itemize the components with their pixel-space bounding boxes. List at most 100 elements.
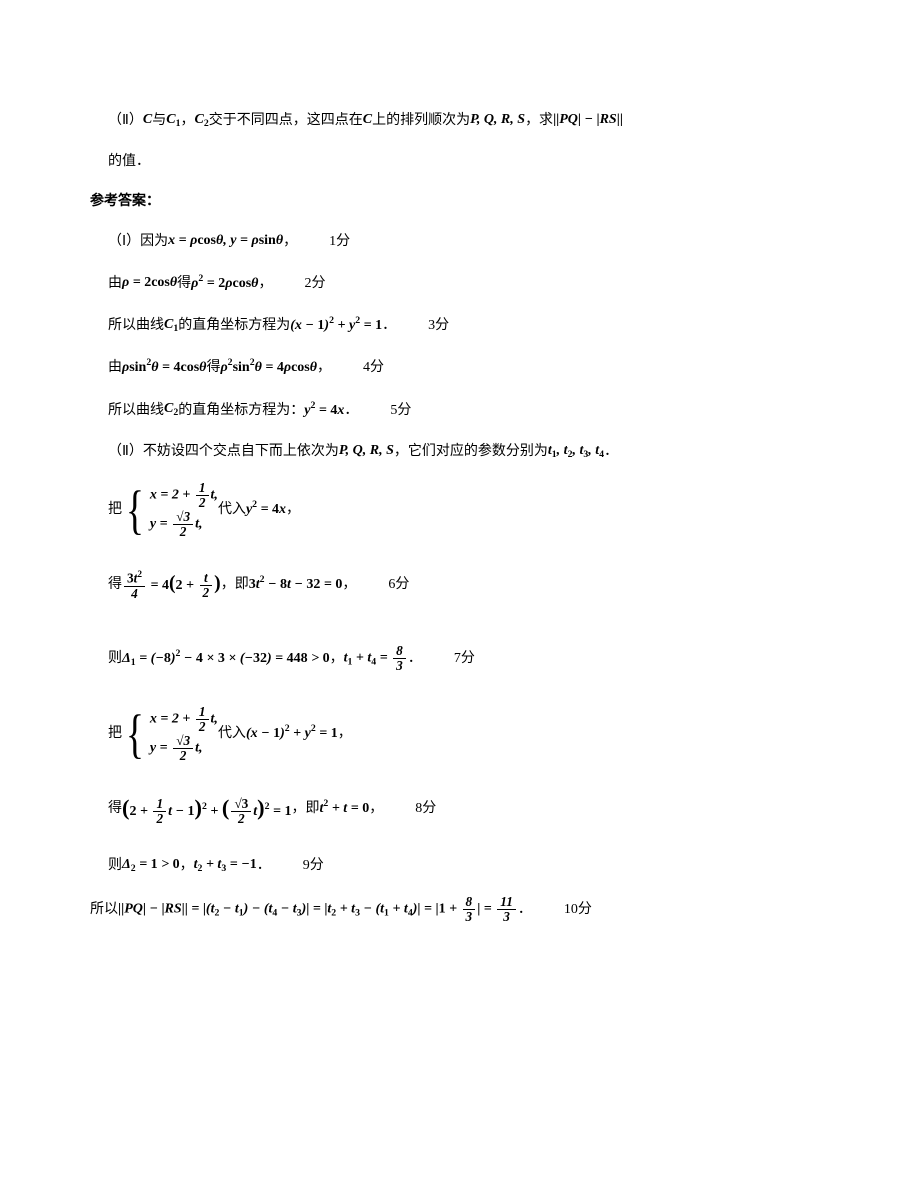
- math-PQRS: P, Q, R, S: [339, 440, 394, 462]
- text: ．: [408, 648, 422, 670]
- text: ，即: [221, 574, 249, 596]
- math-ts: t1, t2, t3, t4: [548, 440, 604, 463]
- solution-line: 则 Δ1 = (−8)2 − 4 × 3 × (−32) = 448 > 0 ，…: [90, 631, 840, 687]
- math-expr: (2 + 12t − 1)2 + (√32t)2 = 1: [122, 790, 292, 826]
- text: 则: [108, 648, 122, 670]
- math-expr: y2 = 4x: [304, 398, 344, 422]
- math-C1: C1: [164, 314, 178, 337]
- score-mark: 8分: [415, 798, 436, 820]
- text: （Ⅱ）不妨设四个交点自下而上依次为: [108, 441, 339, 463]
- solution-line: 所以曲线 C2 的直角坐标方程为： y2 = 4x ． 5分: [90, 399, 840, 423]
- score-mark: 10分: [564, 899, 592, 921]
- solution-line: 所以曲线 C1 的直角坐标方程为 (x − 1)2 + y2 = 1 ． 3分: [90, 314, 840, 338]
- brace-icon: {: [126, 707, 144, 761]
- math-C-b: C: [363, 109, 372, 131]
- text: ，: [286, 499, 300, 521]
- score-mark: 4分: [363, 357, 384, 379]
- text: 则: [108, 855, 122, 877]
- text: ，: [338, 723, 352, 745]
- answer-header-text: 参考答案：: [90, 191, 160, 213]
- text: ．: [344, 400, 358, 422]
- text: ，: [342, 574, 356, 596]
- text: 得: [206, 357, 220, 379]
- text: 上的排列顺次为: [372, 110, 470, 132]
- solution-line: （Ⅱ）不妨设四个交点自下而上依次为 P, Q, R, S ，它们对应的参数分别为…: [90, 441, 840, 464]
- text: ，: [180, 855, 194, 877]
- math-expr: ρ2 = 2ρcosθ: [191, 271, 258, 295]
- brace-icon: {: [126, 483, 144, 537]
- math-PQRS: P, Q, R, S: [470, 109, 525, 131]
- text: ．: [518, 899, 532, 921]
- text: ，: [317, 357, 331, 379]
- text: ，: [369, 798, 383, 820]
- math-expr: 3t24 = 4(2 + t2): [122, 568, 221, 601]
- math-expr: t2 + t3 = −1: [194, 854, 257, 877]
- text: 得: [108, 574, 122, 596]
- document-page: （Ⅱ） C 与 C1 ， C2 交于不同四点，这四点在 C 上的排列顺次为 P,…: [0, 0, 920, 1003]
- text: 得: [177, 273, 191, 295]
- math-expr: ρsin2θ = 4cosθ: [122, 355, 206, 379]
- score-mark: 2分: [304, 273, 325, 295]
- text: 把: [108, 723, 122, 745]
- text: 的值．: [108, 151, 150, 173]
- solution-line-system: 把 { x = 2 + 12t, y = √32t, 代入 (x − 1)2 +…: [90, 705, 840, 763]
- text: 的直角坐标方程为：: [178, 400, 304, 422]
- equation-system: { x = 2 + 12t, y = √32t,: [122, 705, 218, 763]
- text: 交于不同四点，这四点在: [209, 110, 363, 132]
- text: 所以曲线: [108, 315, 164, 337]
- text: ．: [604, 441, 618, 463]
- math-C1: C1: [166, 109, 180, 132]
- answer-header: 参考答案：: [90, 191, 840, 213]
- solution-line: （Ⅰ）因为 x = ρcosθ, y = ρsinθ ， 1分: [90, 231, 840, 253]
- text: ，即: [292, 798, 320, 820]
- math-C: C: [143, 109, 152, 131]
- text: 由: [108, 357, 122, 379]
- text: ，: [258, 273, 272, 295]
- solution-line-system: 把 { x = 2 + 12t, y = √32t, 代入 y2 = 4x ，: [90, 481, 840, 539]
- text: ，求: [525, 110, 553, 132]
- math-expr: (x − 1)2 + y2 = 1: [290, 313, 382, 337]
- text: ，: [330, 648, 344, 670]
- text: ，它们对应的参数分别为: [394, 441, 548, 463]
- text: ．: [382, 315, 396, 337]
- math-expr: Δ2 = 1 > 0: [122, 854, 180, 877]
- math-expr: (x − 1)2 + y2 = 1: [246, 721, 338, 745]
- math-expr: Δ1 = (−8)2 − 4 × 3 × (−32) = 448 > 0: [122, 646, 330, 670]
- math-expr: ρ = 2cosθ: [122, 272, 177, 294]
- text: 与: [152, 110, 166, 132]
- text: 得: [108, 798, 122, 820]
- solution-line: 得 3t24 = 4(2 + t2) ，即 3t2 − 8t − 32 = 0 …: [90, 557, 840, 613]
- score-mark: 7分: [454, 648, 475, 670]
- text: 所以曲线: [108, 400, 164, 422]
- text: 把: [108, 499, 122, 521]
- math-expr: y2 = 4x: [246, 497, 286, 521]
- score-mark: 3分: [428, 315, 449, 337]
- equation-system: { x = 2 + 12t, y = √32t,: [122, 481, 218, 539]
- solution-line: 由 ρ = 2cosθ 得 ρ2 = 2ρcosθ ， 2分: [90, 272, 840, 296]
- text: ．: [257, 855, 271, 877]
- solution-line: 由 ρsin2θ = 4cosθ 得 ρ2sin2θ = 4ρcosθ ， 4分: [90, 356, 840, 380]
- text: （Ⅱ）: [108, 110, 143, 132]
- score-mark: 5分: [390, 400, 411, 422]
- math-C2: C2: [194, 109, 208, 132]
- question-line-2: 的值．: [90, 151, 840, 173]
- text: 所以: [90, 899, 118, 921]
- math-expr: t2 + t = 0: [320, 796, 370, 820]
- math-C2: C2: [164, 398, 178, 421]
- question-line-1: （Ⅱ） C 与 C1 ， C2 交于不同四点，这四点在 C 上的排列顺次为 P,…: [90, 110, 840, 133]
- solution-line: 得 (2 + 12t − 1)2 + (√32t)2 = 1 ，即 t2 + t…: [90, 781, 840, 837]
- text: （Ⅰ）因为: [108, 231, 168, 253]
- score-mark: 9分: [303, 855, 324, 877]
- text: 代入: [218, 499, 246, 521]
- score-mark: 6分: [388, 574, 409, 596]
- text: ，: [283, 231, 297, 253]
- solution-line: 所以 ||PQ| − |RS|| = |(t2 − t1) − (t4 − t3…: [90, 896, 840, 925]
- text: ，: [180, 110, 194, 132]
- text: 代入: [218, 723, 246, 745]
- text: 的直角坐标方程为: [178, 315, 290, 337]
- solution-line: 则 Δ2 = 1 > 0 ， t2 + t3 = −1 ． 9分: [90, 855, 840, 878]
- math-expr: ρ2sin2θ = 4ρcosθ: [220, 355, 317, 379]
- math-expr: x = ρcosθ, y = ρsinθ: [168, 230, 283, 252]
- text: 由: [108, 273, 122, 295]
- math-expr: t1 + t4 = 83: [344, 644, 408, 673]
